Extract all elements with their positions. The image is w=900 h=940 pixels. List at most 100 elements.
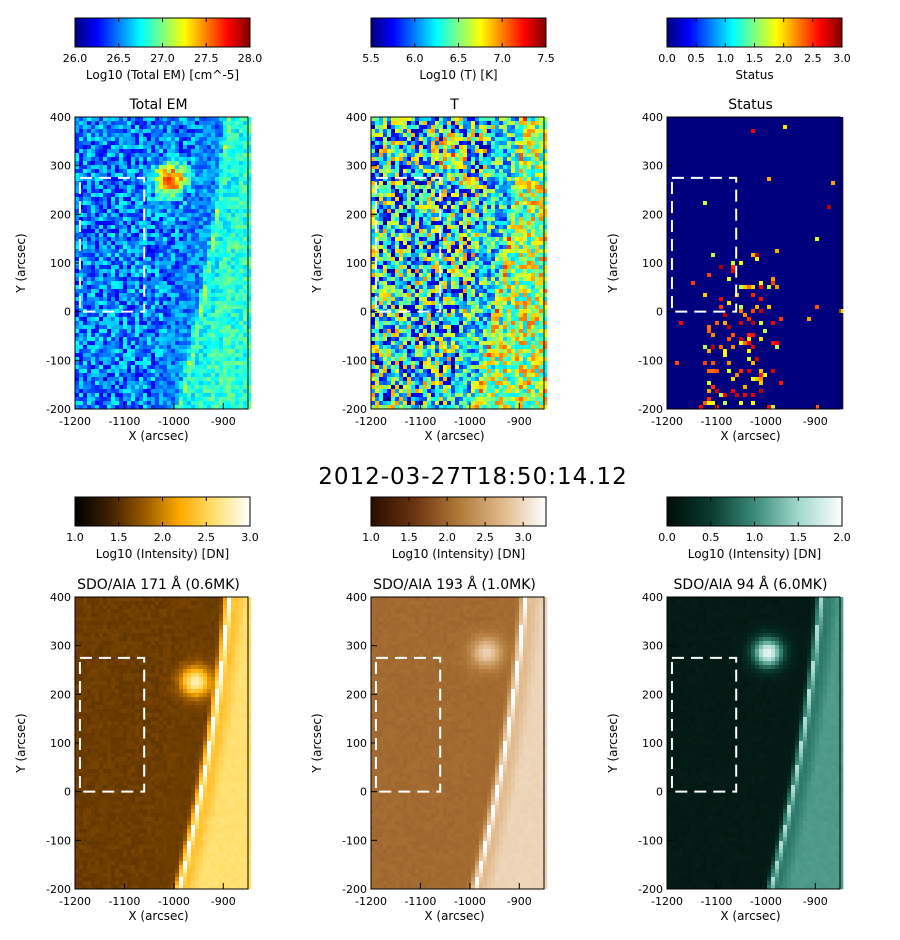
x-axis-label: X (arcsec) (424, 429, 484, 443)
y-tick-label: 0 (64, 786, 71, 799)
y-tick-label: 0 (656, 306, 663, 319)
panel-title: SDO/AIA 171 Å (0.6MK) (77, 576, 240, 593)
colorbar-label: Log10 (Intensity) [DN] (96, 547, 230, 561)
x-tick-label: -1000 (750, 895, 782, 908)
y-tick-label: 0 (656, 786, 663, 799)
colorbar-label: Status (735, 68, 773, 82)
x-axis-label: X (arcsec) (424, 909, 484, 923)
colorbar (74, 496, 251, 527)
colorbar-tick-label: 6.5 (450, 52, 468, 65)
heatmap-image (371, 597, 548, 890)
colorbar-tick-label: 3.0 (833, 52, 851, 65)
x-tick-label: -900 (211, 895, 236, 908)
x-tick-label: -1000 (158, 415, 190, 428)
colorbar-tick-label: 26.5 (107, 52, 132, 65)
heatmap-image (371, 117, 548, 410)
y-tick-label: -200 (342, 883, 367, 896)
y-tick-label: 200 (50, 208, 71, 221)
y-tick-label: 0 (64, 306, 71, 319)
y-tick-label: 200 (346, 208, 367, 221)
y-tick-label: 100 (50, 737, 71, 750)
y-tick-label: -100 (46, 834, 71, 847)
colorbar-tick-label: 0.5 (702, 531, 720, 544)
y-tick-label: -200 (638, 883, 663, 896)
y-tick-label: 400 (346, 591, 367, 604)
panel-5: 1.0 1.5 2.0 2.5 3.0 Log10 (Intensity) [DN] SDO… (310, 496, 548, 923)
y-tick-label: 300 (346, 640, 367, 653)
region-box (670, 656, 738, 793)
x-tick-label: -1200 (651, 895, 683, 908)
x-tick-label: -1100 (108, 895, 140, 908)
x-tick-label: -1200 (355, 415, 387, 428)
region-box (374, 656, 442, 793)
region-box (670, 176, 738, 313)
x-tick-label: -1200 (651, 415, 683, 428)
x-tick-label: -900 (803, 895, 828, 908)
y-tick-label: 300 (642, 160, 663, 173)
y-tick-label: 100 (346, 737, 367, 750)
panel-1: 26.0 26.5 27.0 27.5 28.0 Log10 (Total EM) [cm… (14, 17, 262, 443)
colorbar-tick-label: 3.0 (241, 531, 259, 544)
colorbar-label: Log10 (Intensity) [DN] (688, 547, 822, 561)
x-tick-label: -1200 (59, 415, 91, 428)
x-axis-label: X (arcsec) (128, 429, 188, 443)
x-tick-label: -900 (507, 895, 532, 908)
y-tick-label: -200 (46, 883, 71, 896)
y-tick-label: -200 (638, 403, 663, 416)
y-axis-label: Y (arcsec) (606, 713, 620, 773)
x-axis-label: X (arcsec) (720, 909, 780, 923)
x-tick-label: -1100 (404, 895, 436, 908)
y-tick-label: -100 (638, 354, 663, 367)
x-tick-label: -900 (507, 415, 532, 428)
colorbar-tick-label: 7.5 (537, 52, 555, 65)
y-axis-label: Y (arcsec) (310, 233, 324, 293)
colorbar (370, 17, 547, 48)
y-axis-label: Y (arcsec) (14, 233, 28, 293)
x-axis-label: X (arcsec) (720, 429, 780, 443)
x-tick-label: -1100 (108, 415, 140, 428)
y-tick-label: 300 (642, 640, 663, 653)
x-tick-label: -1000 (158, 895, 190, 908)
colorbar-tick-label: 2.5 (476, 531, 494, 544)
y-tick-label: 400 (642, 111, 663, 124)
y-tick-label: 0 (360, 786, 367, 799)
y-tick-label: 200 (346, 688, 367, 701)
panel-title: T (449, 97, 459, 113)
x-tick-label: -1000 (454, 895, 486, 908)
colorbar-tick-label: 2.0 (775, 52, 793, 65)
colorbar-tick-label: 3.0 (514, 531, 532, 544)
y-axis-label: Y (arcsec) (606, 233, 620, 293)
y-tick-label: 200 (50, 688, 71, 701)
x-tick-label: -1200 (355, 895, 387, 908)
heatmap-image (667, 597, 844, 890)
y-tick-label: 100 (50, 257, 71, 270)
y-tick-label: 300 (50, 160, 71, 173)
colorbar-tick-label: 7.0 (494, 52, 512, 65)
colorbar-label: Log10 (Intensity) [DN] (392, 547, 526, 561)
y-tick-label: 400 (50, 111, 71, 124)
region-box (78, 656, 146, 793)
y-tick-label: 200 (642, 688, 663, 701)
x-axis-label: X (arcsec) (128, 909, 188, 923)
y-tick-label: -200 (342, 403, 367, 416)
heatmap-image (75, 597, 252, 890)
colorbar-tick-label: 1.5 (400, 531, 418, 544)
x-tick-label: -1200 (59, 895, 91, 908)
colorbar-tick-label: 1.0 (717, 52, 735, 65)
y-tick-label: -100 (46, 354, 71, 367)
y-tick-label: -100 (342, 834, 367, 847)
colorbar-tick-label: 2.0 (154, 531, 172, 544)
y-axis-label: Y (arcsec) (14, 713, 28, 773)
y-tick-label: -100 (638, 834, 663, 847)
colorbar-label: Log10 (Total EM) [cm^-5] (86, 68, 239, 82)
colorbar-tick-label: 1.5 (746, 52, 764, 65)
colorbar-tick-label: 2.0 (833, 531, 851, 544)
panel-title: Status (728, 97, 773, 113)
colorbar-tick-label: 0.5 (687, 52, 705, 65)
x-tick-label: -1100 (700, 415, 732, 428)
x-tick-label: -1000 (454, 415, 486, 428)
y-tick-label: 0 (360, 306, 367, 319)
colorbar-tick-label: 27.0 (150, 52, 175, 65)
